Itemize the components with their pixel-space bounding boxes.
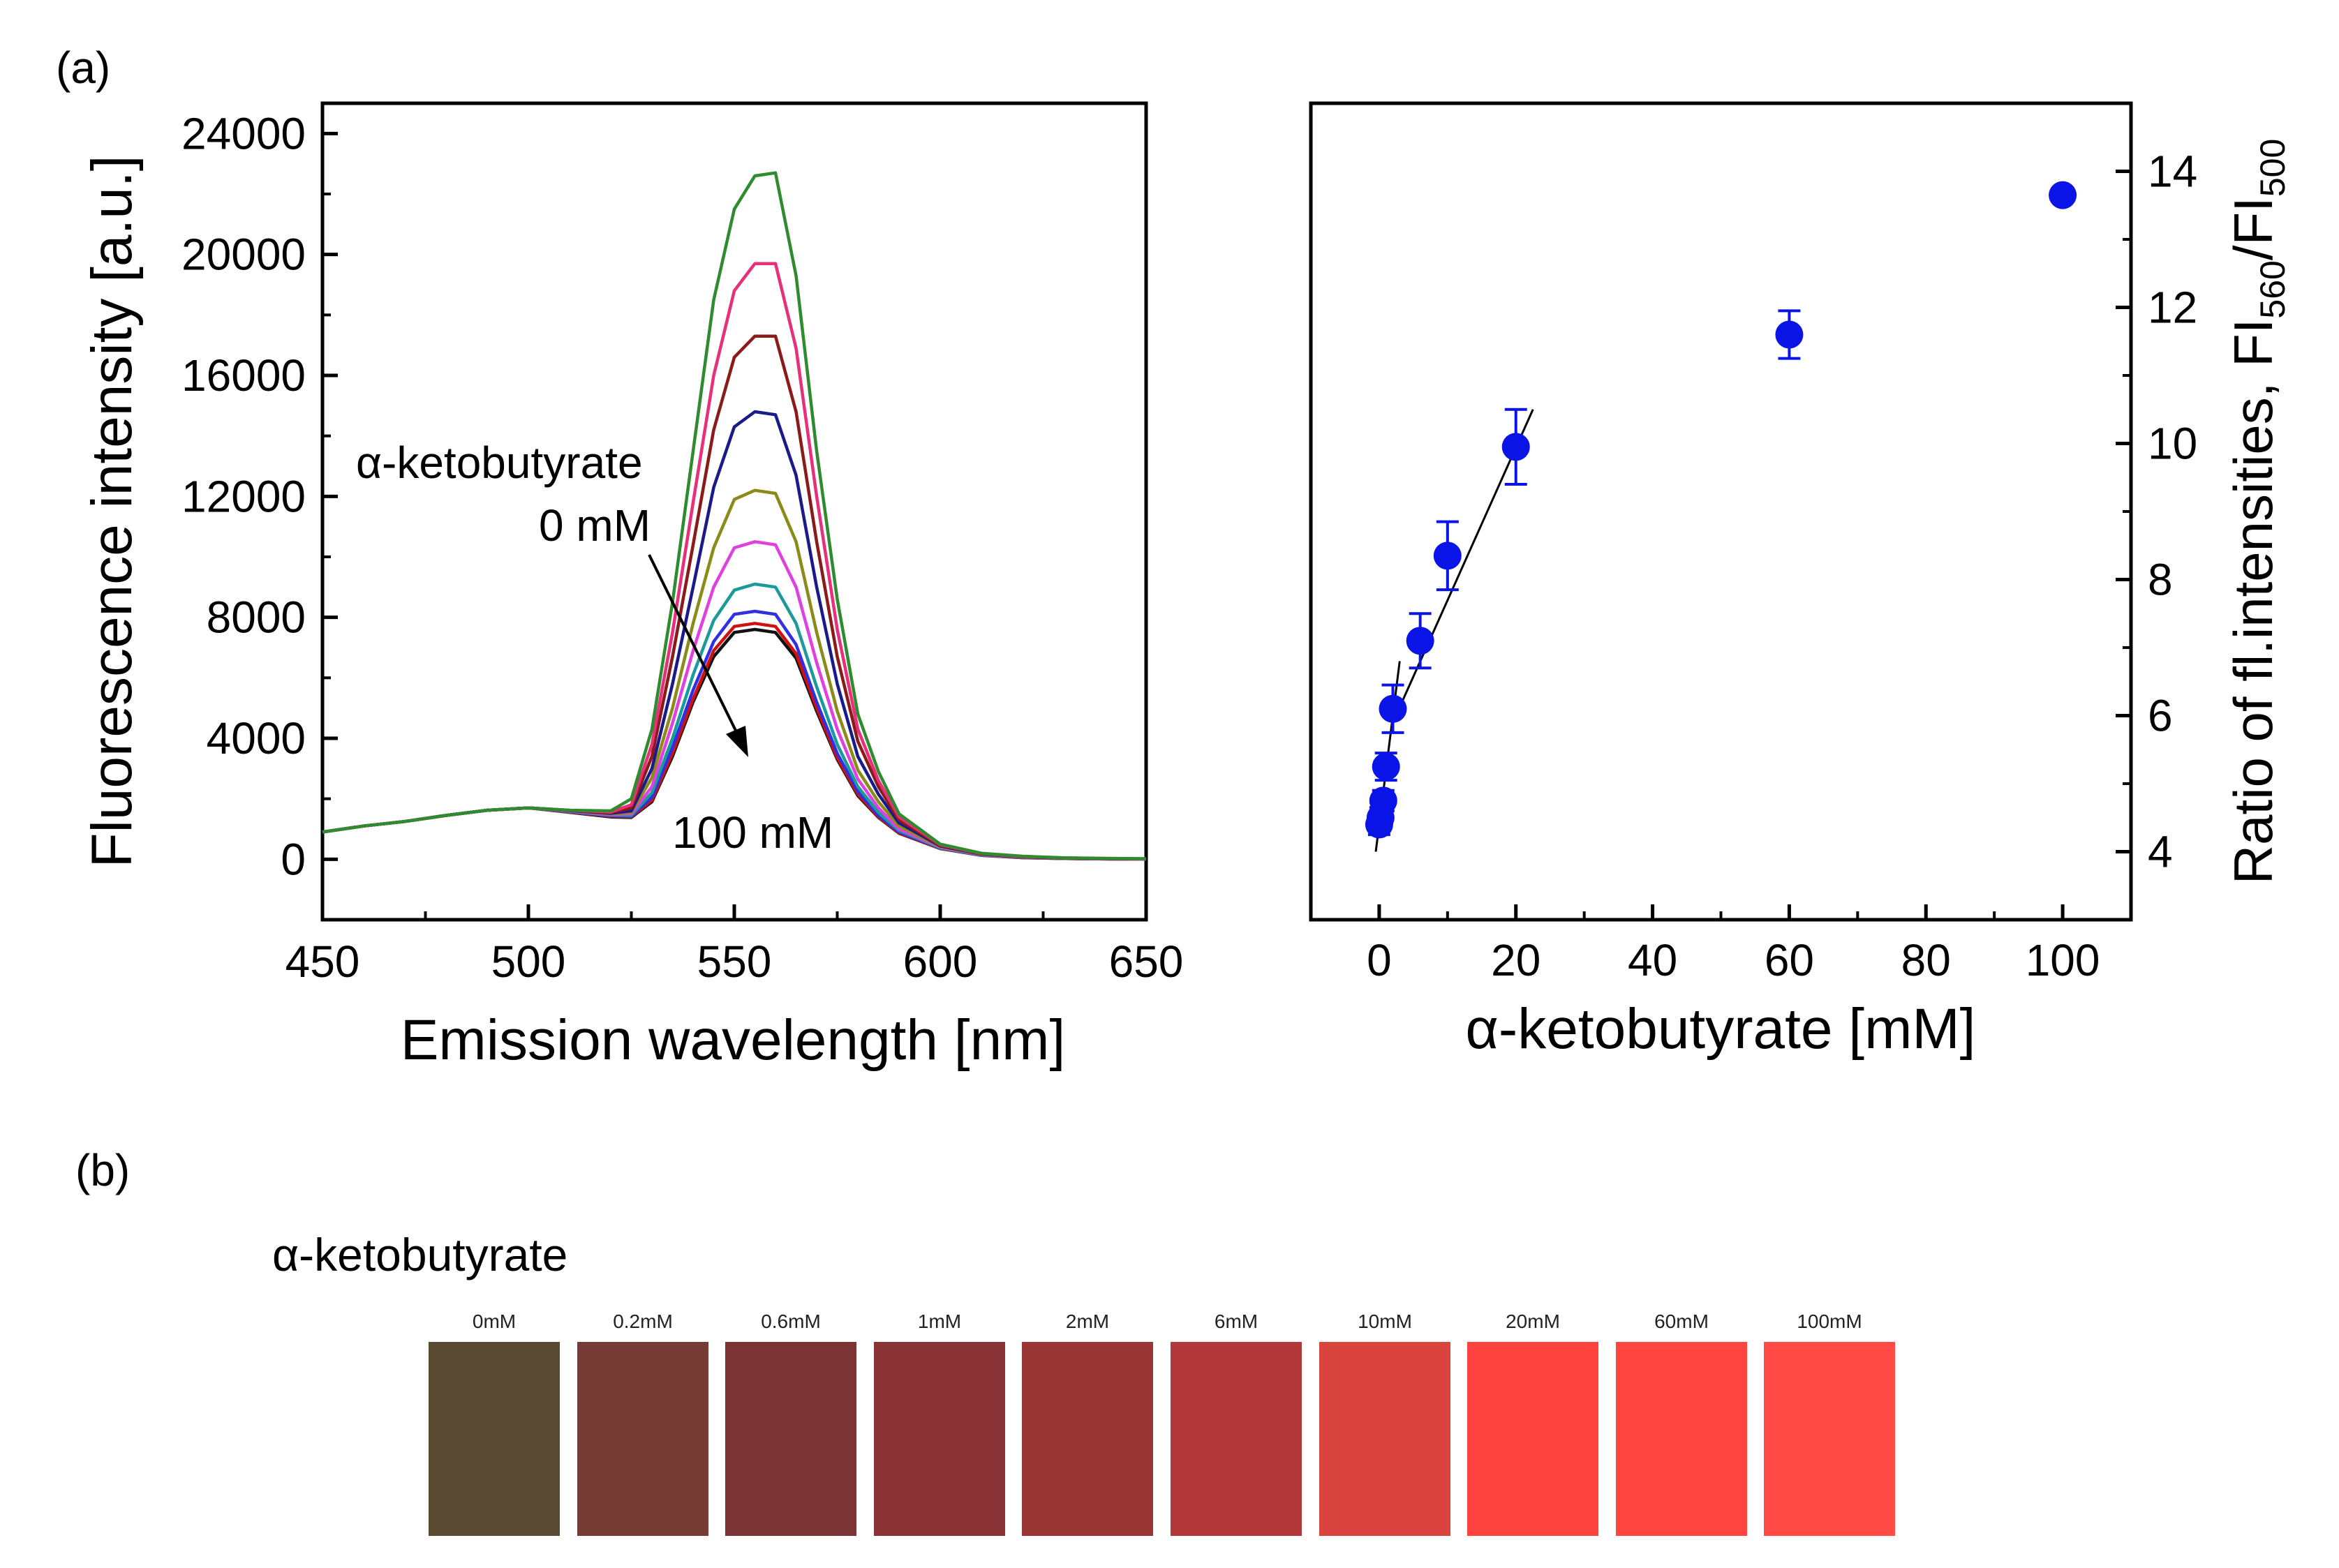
- chart2-y-tick-label: 10: [2148, 419, 2197, 469]
- data-point: [1501, 433, 1530, 461]
- chart2-fit-lines: [1374, 409, 1534, 852]
- color-swatch: [1319, 1342, 1450, 1536]
- swatch-label: 60mM: [1654, 1311, 1709, 1332]
- chart1-annotation-title: α-ketobutyrate: [356, 438, 643, 488]
- spectrum-line-0.2mM: [322, 262, 1147, 860]
- chart1-x-axis-label: Emission wavelength [nm]: [401, 1008, 1066, 1072]
- swatch-label: 10mM: [1358, 1311, 1412, 1332]
- chart2-x-tick-label: 80: [1901, 935, 1951, 985]
- chart2-y-label-mid: /FI: [2222, 197, 2284, 260]
- swatch-label: 0.2mM: [613, 1311, 673, 1332]
- ratio-scatter-chart: 0 20 40 60 80 100 4 6 8 10 12 14 α-ketobutyrate [mM…: [1309, 101, 2292, 1061]
- data-point: [1372, 752, 1400, 781]
- chart1-annotation-end: 100 mM: [672, 807, 833, 858]
- chart2-y-label-sub2: 500: [2253, 139, 2292, 197]
- chart2-frame: [1309, 101, 2133, 922]
- chart2-x-tick-label: 20: [1491, 935, 1540, 985]
- chart2-x-axis-label: α-ketobutyrate [mM]: [1466, 997, 1976, 1061]
- chart2-y-tick-label: 6: [2148, 691, 2173, 741]
- chart1-annotation-start: 0 mM: [539, 500, 651, 551]
- chart2-y-axis-label: Ratio of fl.intensities, FI560/FI500: [2222, 139, 2292, 885]
- swatch-label: 2mM: [1065, 1311, 1110, 1332]
- color-swatch: [429, 1342, 560, 1536]
- chart2-ticks-group: 0 20 40 60 80 100 4 6 8 10 12 14: [1367, 147, 2197, 986]
- figure-panel-a: 450 500 550 600 6500400080001200016000200002…: [80, 101, 2292, 1072]
- chart1-x-tick-label: 550: [697, 936, 772, 987]
- chart1-y-tick-label: 0: [281, 834, 306, 884]
- chart2-x-tick-label: 40: [1628, 935, 1677, 985]
- swatch-legend-title: α-ketobutyrate: [272, 1229, 568, 1280]
- chart1-series-group: [322, 171, 1147, 861]
- data-point: [1369, 786, 1397, 815]
- emission-spectra-chart: 450 500 550 600 650 0 4000 8000 12000 16000 20000 2…: [80, 101, 1183, 1072]
- swatch-label: 0.6mM: [761, 1311, 821, 1332]
- chart1-y-tick-label: 20000: [181, 230, 306, 280]
- chart1-y-tick-label: 4000: [207, 713, 306, 763]
- chart1-y-tick-label: 16000: [181, 350, 306, 401]
- chart2-y-tick-label: 4: [2148, 827, 2173, 877]
- swatch-label: 0mM: [472, 1311, 517, 1332]
- chart1-y-tick-label: 8000: [207, 592, 306, 643]
- chart1-x-tick-label: 450: [285, 936, 360, 987]
- chart2-y-tick-label: 14: [2148, 147, 2197, 197]
- data-point: [1379, 694, 1407, 723]
- color-swatch: [577, 1342, 708, 1536]
- panel-label-a: (a): [56, 43, 111, 93]
- chart1-frame: [320, 101, 1148, 922]
- chart2-x-tick-label: 60: [1765, 935, 1814, 985]
- chart1-ticks-group: 450 500 550 600 650 0 4000 8000 12000 16000 20000 2…: [181, 108, 1183, 987]
- color-swatch: [1616, 1342, 1747, 1536]
- chart2-y-label-main: Ratio of fl.intensities, FI: [2222, 319, 2284, 885]
- data-point: [1433, 542, 1462, 570]
- spectrum-line-2mM: [322, 488, 1147, 861]
- color-swatch: [725, 1342, 856, 1536]
- data-point: [2049, 181, 2077, 209]
- linear-fit-line: [1392, 409, 1534, 723]
- concentration-arrow: [648, 554, 748, 757]
- chart1-y-tick-label: 12000: [181, 471, 306, 521]
- panel-label-b: (b): [75, 1145, 131, 1195]
- color-swatch: [874, 1342, 1005, 1536]
- chart1-x-tick-label: 600: [903, 936, 978, 987]
- chart2-y-label-sub1: 560: [2253, 260, 2292, 318]
- color-swatch: [1171, 1342, 1302, 1536]
- chart1-x-tick-label: 650: [1109, 936, 1184, 987]
- chart2-x-tick-label: 100: [2026, 935, 2100, 985]
- chart1-y-axis-label: Fluorescence intensity [a.u.]: [80, 156, 144, 868]
- chart2-x-tick-label: 0: [1367, 935, 1392, 985]
- color-swatch: [1467, 1342, 1598, 1536]
- chart1-y-tick-label: 24000: [181, 108, 306, 158]
- chart2-points-group: [1365, 181, 2077, 839]
- data-point: [1406, 627, 1434, 655]
- chart2-y-tick-label: 12: [2148, 283, 2197, 333]
- swatch-label: 100mM: [1797, 1311, 1862, 1332]
- swatch-label: 1mM: [917, 1311, 962, 1332]
- swatch-label: 6mM: [1214, 1311, 1258, 1332]
- data-point: [1775, 320, 1804, 349]
- chart2-y-tick-label: 8: [2148, 555, 2173, 605]
- spectrum-line-0.6mM: [322, 334, 1147, 861]
- spectrum-line-0mM: [322, 171, 1147, 860]
- chart1-x-tick-label: 500: [491, 936, 566, 987]
- color-swatch: [1022, 1342, 1153, 1536]
- color-swatch: [1764, 1342, 1895, 1536]
- swatch-label: 20mM: [1506, 1311, 1560, 1332]
